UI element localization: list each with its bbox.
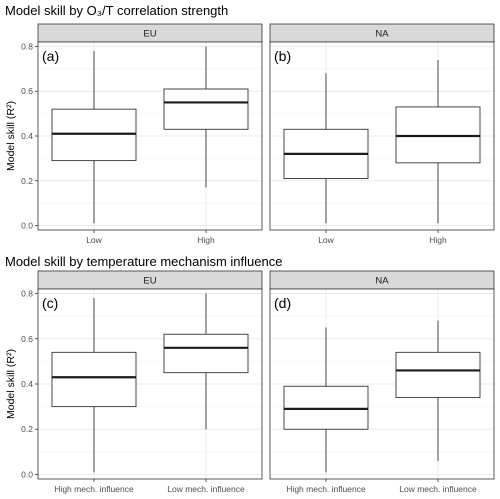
- y-tick-label: 0.0: [21, 469, 33, 479]
- facet-strip-label: EU: [143, 29, 156, 40]
- chart-a-b: Model skill by O₃/T correlation strength…: [5, 3, 495, 245]
- y-tick-label: 0.0: [21, 221, 33, 231]
- box-low: [51, 50, 137, 224]
- x-tick-label: Low: [318, 235, 334, 245]
- box-low-mech-influence: [163, 293, 249, 430]
- x-tick-label: Low mech. influence: [399, 484, 477, 494]
- y-tick-label: 0.2: [21, 424, 33, 434]
- panel-border: [269, 288, 495, 480]
- y-tick-label: 0.8: [21, 41, 33, 51]
- y-axis-label: Model skill (R²): [5, 101, 17, 171]
- box-iqr: [51, 351, 137, 408]
- box-iqr: [163, 333, 249, 374]
- box-iqr: [395, 106, 481, 164]
- panel-na: NA Low High (b): [269, 23, 495, 245]
- x-tick-label: High mech. influence: [54, 484, 134, 494]
- y-tick-label: 0.4: [21, 379, 33, 389]
- panel-tag: (b): [274, 48, 291, 64]
- panel-na: NA High mech. influence Low mech. influenc…: [269, 270, 495, 494]
- box-low: [283, 73, 369, 224]
- panel-eu: EU Low High (a): [37, 23, 263, 245]
- y-tick-label: 0.6: [21, 334, 33, 344]
- facet-strip-label: NA: [375, 276, 389, 287]
- box-high: [163, 46, 249, 188]
- y-tick-label: 0.8: [21, 289, 33, 299]
- chart-title: Model skill by temperature mechanism inf…: [5, 254, 282, 269]
- y-tick-label: 0.6: [21, 86, 33, 96]
- panel-tag: (c): [42, 295, 58, 311]
- chart-title: Model skill by O₃/T correlation strength: [5, 3, 228, 18]
- box-iqr: [163, 88, 249, 130]
- box-high-mech-influence: [283, 327, 369, 473]
- box-low-mech-influence: [395, 320, 481, 461]
- box-high: [395, 59, 481, 224]
- y-tick-label: 0.2: [21, 176, 33, 186]
- y-tick-label: 0.4: [21, 131, 33, 141]
- panel-eu: EU High mech. influence Low mech. influenc…: [37, 270, 263, 494]
- chart-c-d: Model skill by temperature mechanism inf…: [5, 254, 495, 494]
- x-tick-label: Low: [86, 235, 102, 245]
- box-high-mech-influence: [51, 298, 137, 473]
- box-iqr: [283, 385, 369, 430]
- facet-strip-label: EU: [143, 276, 156, 287]
- x-tick-label: High: [197, 235, 215, 245]
- x-tick-label: Low mech. influence: [167, 484, 245, 494]
- y-axis-label: Model skill (R²): [5, 349, 17, 419]
- box-iqr: [51, 108, 137, 162]
- panel-tag: (a): [42, 48, 59, 64]
- panel-tag: (d): [274, 295, 291, 311]
- x-tick-label: High: [429, 235, 447, 245]
- facet-strip-label: NA: [375, 29, 389, 40]
- panel-border: [269, 41, 495, 231]
- x-tick-label: High mech. influence: [286, 484, 366, 494]
- box-iqr: [395, 351, 481, 399]
